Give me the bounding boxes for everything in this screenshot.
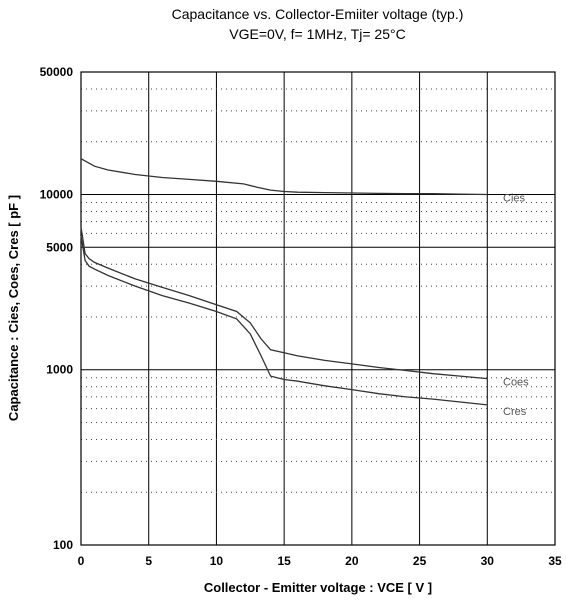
y-tick-label: 10000 — [40, 187, 74, 201]
series-label-coes: Coes — [503, 377, 529, 389]
y-tick-label: 50000 — [40, 65, 74, 79]
series-line-cres — [80, 235, 488, 406]
series-line-cies — [80, 158, 488, 196]
x-tick-label: 10 — [210, 554, 224, 568]
x-tick-label: 0 — [78, 554, 85, 568]
x-tick-label: 30 — [481, 554, 495, 568]
x-tick-label: 35 — [548, 554, 562, 568]
y-tick-label: 5000 — [46, 240, 73, 254]
plot-frame — [80, 71, 556, 546]
series-line-coes — [80, 227, 488, 380]
grid-layer — [81, 72, 555, 545]
x-tick-label: 5 — [145, 554, 152, 568]
x-tick-label: 25 — [413, 554, 427, 568]
series-layer: Cies Coes Cres — [80, 158, 529, 418]
x-tick-label: 20 — [345, 554, 359, 568]
y-axis-label: Capacitance : Cies, Coes, Cres [ pF ] — [6, 195, 21, 421]
chart-title: Capacitance vs. Collector-Emiiter voltag… — [171, 6, 464, 22]
x-axis-label: Collector - Emitter voltage : VCE [ V ] — [204, 580, 432, 595]
chart-subtitle: VGE=0V, f= 1MHz, Tj= 25°C — [229, 26, 406, 42]
series-label-cies: Cies — [503, 192, 526, 204]
y-tick-label: 1000 — [46, 363, 73, 377]
tick-layer: 0 5 10 15 20 25 30 35 100 1000 5000 10000 50000 — [40, 65, 562, 568]
x-tick-label: 15 — [277, 554, 291, 568]
series-label-cres: Cres — [503, 406, 527, 418]
y-tick-label: 100 — [53, 538, 73, 552]
